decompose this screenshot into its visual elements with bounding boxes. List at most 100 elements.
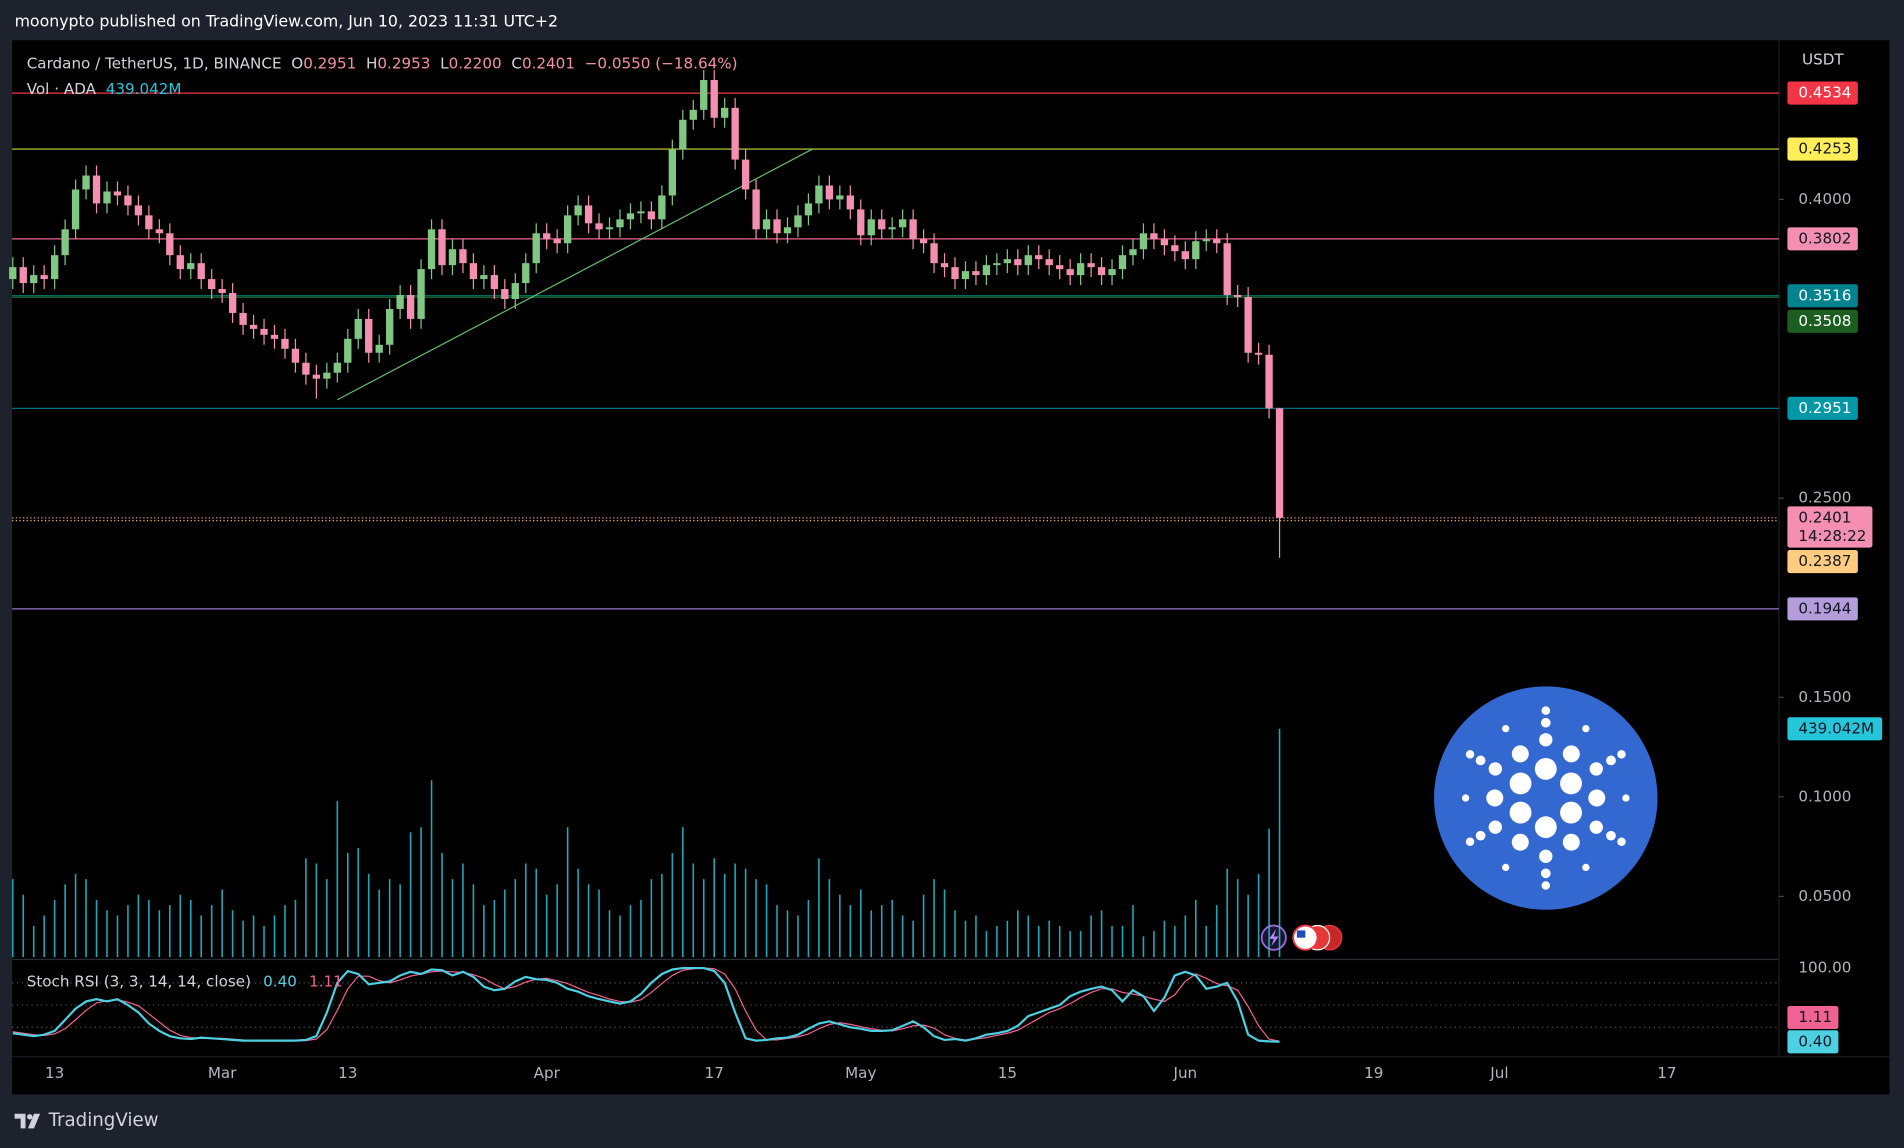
- candle-body: [30, 275, 38, 284]
- logo-dot: [1589, 762, 1603, 776]
- price-label-bg: [1787, 550, 1858, 574]
- logo-dot: [1534, 757, 1557, 780]
- logo-dot: [1589, 820, 1603, 834]
- x-tick-label: 17: [1657, 1064, 1676, 1082]
- candle-body: [982, 265, 991, 276]
- candle-body: [511, 283, 519, 299]
- price-label: 0.3516: [1798, 286, 1851, 304]
- candle-body: [40, 275, 48, 280]
- logo-dot: [1475, 830, 1486, 841]
- candle-body: [281, 338, 289, 349]
- candle-body: [249, 324, 258, 329]
- x-tick-label: Jun: [1172, 1064, 1197, 1082]
- price-label-bg: [1787, 396, 1858, 420]
- candle-body: [291, 348, 300, 363]
- candle-body: [396, 295, 404, 309]
- logo-dot: [1582, 863, 1590, 872]
- price-label: 0.2951: [1798, 399, 1851, 417]
- candle-body: [825, 185, 834, 200]
- candle-body: [1192, 241, 1200, 260]
- candle-body: [302, 362, 310, 375]
- legend-item: Stoch RSI (3, 3, 14, 14, close): [27, 972, 251, 990]
- candle-body: [1223, 243, 1231, 296]
- candle-body: [616, 219, 624, 228]
- stoch-label-bg: [1787, 1005, 1839, 1030]
- candle-body: [951, 267, 959, 280]
- candle-body: [1275, 408, 1284, 518]
- candle-body: [595, 223, 603, 230]
- candle-body: [836, 195, 844, 200]
- legend-item: Vol · ADA: [27, 79, 97, 97]
- candle-body: [145, 215, 153, 230]
- candle-body: [1066, 269, 1074, 276]
- footer-brand: TradingView: [48, 1110, 159, 1131]
- candle-body: [260, 328, 268, 335]
- candle-body: [1234, 295, 1242, 298]
- candle-body: [804, 203, 813, 216]
- logo-dot: [1511, 745, 1529, 763]
- legend-item: −0.0550 (−18.64%): [585, 54, 738, 72]
- x-tick-label: Apr: [534, 1064, 561, 1082]
- candle-body: [626, 213, 635, 220]
- logo-dot: [1539, 849, 1553, 863]
- logo-dot: [1462, 794, 1470, 802]
- candle-body: [417, 269, 425, 319]
- x-tick-label: May: [845, 1064, 876, 1082]
- candle-body: [930, 243, 938, 264]
- legend-item: 0.2200: [449, 54, 502, 72]
- footer-logo: [14, 1113, 41, 1129]
- price-label: 0.2387: [1798, 552, 1851, 570]
- volume-label-bg: [1787, 717, 1883, 741]
- candle-body: [647, 211, 656, 220]
- candle-body: [522, 263, 530, 284]
- stoch-label: 0.40: [1798, 1032, 1832, 1050]
- candle-body: [1171, 245, 1179, 252]
- price-label-bg: [1787, 227, 1858, 251]
- logo-dot: [1534, 816, 1557, 839]
- price-label-bg: [1787, 81, 1858, 105]
- candle-body: [155, 229, 164, 234]
- candle-body: [228, 293, 237, 313]
- candle-body: [1181, 251, 1189, 260]
- legend-item: Cardano / TetherUS, 1D, BINANCE: [27, 54, 282, 72]
- candle-body: [187, 263, 195, 270]
- candle-body: [239, 312, 247, 325]
- candle-body: [878, 219, 886, 230]
- price-label-bg: [1787, 506, 1873, 548]
- candle-body: [553, 239, 561, 244]
- candle-body: [1139, 233, 1148, 250]
- logo-dot: [1622, 794, 1630, 802]
- legend-item: 1.11: [309, 972, 343, 990]
- candle-body: [218, 289, 226, 294]
- candle-body: [815, 185, 823, 204]
- price-label: 0.3508: [1798, 312, 1851, 330]
- y-axis-label: USDT: [1802, 50, 1844, 68]
- y-tick-label: 0.1000: [1798, 787, 1851, 805]
- logo-dot: [1541, 706, 1551, 715]
- logo-dot: [1617, 837, 1626, 846]
- legend-item: C: [511, 54, 522, 72]
- price-label: 0.3802: [1798, 229, 1851, 247]
- candle-body: [92, 175, 101, 204]
- legend-item: 0.2953: [377, 54, 430, 72]
- y-tick-label: 0.1500: [1798, 688, 1851, 706]
- candle-body: [375, 344, 383, 353]
- candle-body: [385, 308, 394, 345]
- candle-body: [794, 215, 802, 228]
- candle-body: [773, 219, 781, 234]
- candle-body: [584, 205, 593, 224]
- logo-dot: [1509, 801, 1532, 824]
- candle-body: [532, 233, 540, 264]
- candle-body: [574, 205, 582, 216]
- candle-body: [1035, 255, 1043, 260]
- legend-item: H: [366, 54, 377, 72]
- candle-body: [1118, 255, 1127, 270]
- candle-body: [448, 249, 457, 266]
- candle-body: [469, 263, 478, 280]
- candle-body: [270, 334, 279, 339]
- x-tick-label: Jul: [1489, 1064, 1508, 1082]
- candle-body: [857, 209, 865, 236]
- candle-body: [365, 318, 373, 353]
- x-tick-label: Mar: [208, 1064, 237, 1082]
- logo-dot: [1488, 762, 1502, 776]
